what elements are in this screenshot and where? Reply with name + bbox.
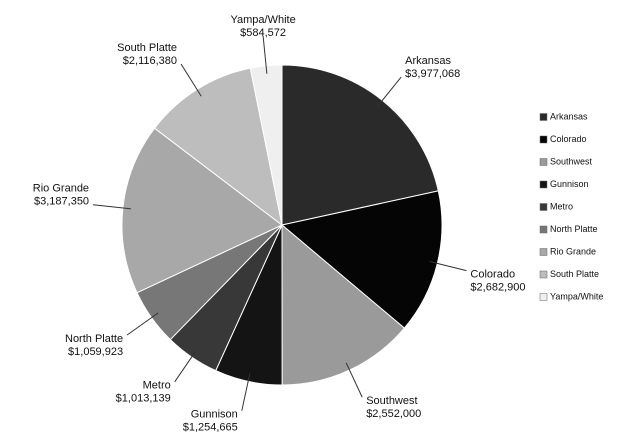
legend-label: Metro [550, 201, 573, 211]
legend-label: South Platte [550, 269, 599, 279]
data-label-value: $1,254,665 [183, 422, 238, 434]
leader-line [345, 362, 363, 398]
legend-label: Colorado [550, 134, 587, 144]
legend-label: Rio Grande [550, 246, 596, 256]
leader-line [180, 63, 202, 97]
legend-swatch [539, 225, 548, 234]
legend-swatch [539, 113, 548, 121]
legend-swatch [539, 293, 548, 301]
legend-label: Arkansas [550, 111, 588, 121]
data-label-value: $3,187,350 [34, 196, 89, 208]
legend-swatch [539, 135, 548, 144]
data-label-name: Rio Grande [33, 183, 89, 195]
legend-label: North Platte [550, 224, 598, 234]
legend-label: Southwest [550, 156, 593, 166]
data-label-name: Colorado [470, 269, 515, 281]
data-label-name: Gunnison [191, 409, 238, 421]
leader-line [126, 312, 159, 336]
data-label-name: Southwest [366, 395, 417, 407]
legend-label: Yampa/White [550, 291, 603, 301]
data-label-name: Metro [143, 380, 171, 392]
leader-line [241, 373, 251, 411]
legend-swatch [539, 270, 548, 279]
data-label-value: $1,059,923 [68, 346, 123, 358]
data-label-value: $2,552,000 [366, 408, 421, 420]
legend-swatch [539, 203, 548, 211]
legend-swatch [539, 158, 548, 166]
legend-swatch [539, 180, 548, 189]
data-label-name: Yampa/White [230, 14, 295, 26]
data-label-value: $2,682,900 [470, 282, 525, 294]
data-label-value: $2,116,380 [123, 55, 177, 67]
leader-line [174, 350, 197, 383]
leader-line [262, 35, 268, 74]
legend-label: Gunnison [550, 179, 589, 189]
leader-line [93, 204, 131, 210]
leader-line [376, 76, 402, 107]
data-label-value: $584,572 [240, 27, 286, 39]
data-label-name: Arkansas [405, 55, 451, 67]
data-label-value: $3,977,068 [405, 68, 460, 80]
data-label-name: North Platte [65, 333, 123, 345]
legend-swatch [539, 248, 548, 256]
data-label-name: South Platte [117, 42, 177, 54]
leader-line [429, 261, 467, 272]
data-label-value: $1,013,139 [116, 393, 171, 405]
